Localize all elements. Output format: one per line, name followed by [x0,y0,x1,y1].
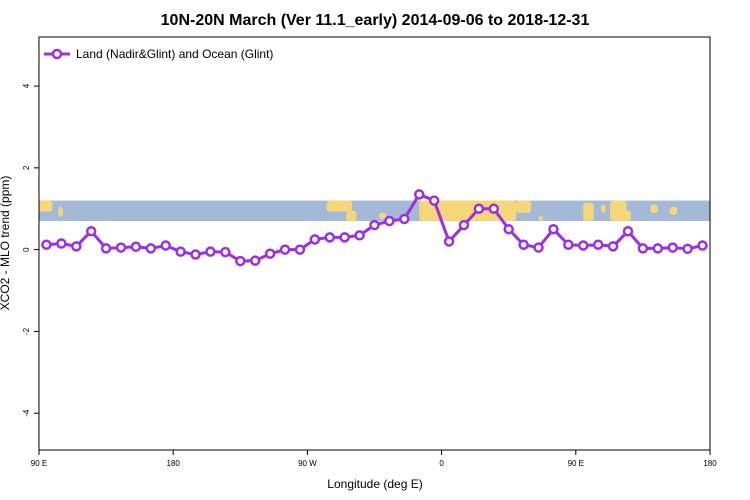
map-land-mass [620,210,631,222]
data-point [607,241,619,252]
map-land-mass [58,206,63,217]
data-point [533,242,544,253]
data-point [384,215,395,227]
data-point [413,189,425,200]
map-land-mass [516,200,532,213]
data-point [592,239,604,250]
map-land-mass [669,206,678,215]
map-land-mass [538,215,543,222]
map-land-mass [378,212,387,219]
legend-marker-swatch [51,48,63,60]
series-layer [41,189,708,267]
data-point [637,243,649,254]
data-point [100,243,112,254]
world-map-strip [39,200,710,222]
y-tick-label: -2 [22,327,31,335]
data-point [279,244,291,255]
y-tick-label: 4 [22,83,31,88]
data-point [309,234,321,245]
x-axis-label: Longitude (deg E) [327,477,422,491]
data-point [71,241,82,252]
y-tick-label: -4 [22,409,31,417]
x-axis: 90 E 180 90 W 0 90 E 180 [31,450,717,468]
map-land-mass [583,202,594,222]
map-land-mass [601,204,606,213]
data-point [518,239,529,250]
data-point [578,240,589,251]
map-land-mass [346,210,357,222]
data-point [682,243,693,255]
data-point [428,195,440,206]
data-point [563,239,574,250]
data-point [458,219,470,231]
chart-title: 10N-20N March (Ver 11.1_early) 2014-09-0… [161,12,590,29]
data-point [473,203,485,214]
data-point [324,232,336,243]
data-point [130,241,142,253]
data-point [369,219,380,231]
map-land-mass [39,200,53,212]
map-land-mass [326,200,353,212]
data-point [85,225,97,237]
data-point [264,248,276,259]
data-point [503,223,514,235]
x-tick-label: 180 [703,459,717,468]
x-tick-label: 0 [439,459,444,468]
x-tick-label: 90 E [568,459,584,468]
data-point [548,223,559,235]
data-point [697,240,708,251]
data-point [443,236,455,247]
data-point [667,242,678,253]
data-point [399,213,410,225]
data-point [249,255,261,266]
y-axis: -4 -2 0 2 4 [22,83,39,417]
data-point [622,225,634,237]
y-tick-label: 0 [22,247,31,252]
x-tick-label: 180 [167,459,181,468]
data-point [145,243,157,254]
data-point [205,246,216,257]
legend: Land (Nadir&Glint) and Ocean (Glint) [44,47,273,61]
x-tick-label: 90 E [31,459,47,468]
data-point [652,243,664,254]
data-point [294,244,306,255]
data-point [339,232,350,243]
data-point [354,230,365,241]
data-point [235,255,246,267]
data-point [56,238,67,249]
data-point [175,246,186,257]
data-point [160,240,171,251]
map-ocean-band [39,200,710,222]
data-point [115,242,127,253]
y-tick-label: 2 [22,165,31,170]
y-axis-label: XCO2 - MLO trend (ppm) [0,176,12,311]
plot-frame [38,36,711,451]
data-point [41,239,52,250]
data-point [220,246,231,258]
legend-entry-label: Land (Nadir&Glint) and Ocean (Glint) [76,47,273,61]
data-point [488,203,500,214]
map-land-mass [650,204,658,213]
data-point [190,249,201,260]
x-tick-label: 90 W [298,459,317,468]
